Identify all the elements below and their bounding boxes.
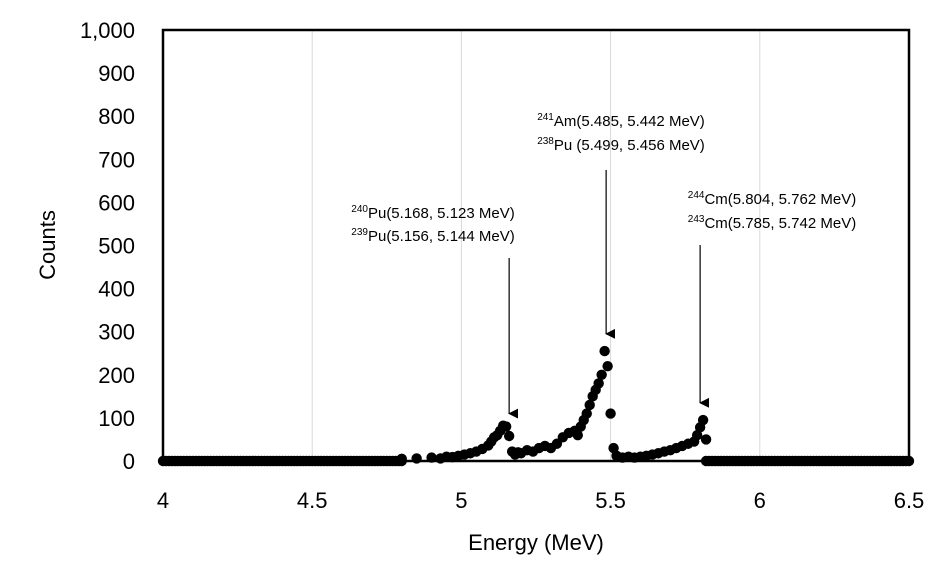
annotation-mass-number: 239 bbox=[351, 227, 368, 238]
y-tick-label: 500 bbox=[98, 234, 135, 259]
x-tick-label: 5.5 bbox=[595, 488, 626, 513]
data-point bbox=[605, 408, 616, 419]
annotation-label: 244Cm(5.804, 5.762 MeV) bbox=[688, 190, 856, 208]
y-tick-label: 300 bbox=[98, 320, 135, 345]
annotation: 240Pu(5.168, 5.123 MeV)239Pu(5.156, 5.14… bbox=[351, 204, 519, 419]
annotation-label: 241Am(5.485, 5.442 MeV) bbox=[537, 112, 705, 130]
data-point bbox=[700, 434, 712, 445]
y-tick-label: 700 bbox=[98, 147, 135, 172]
annotation-isotope: Cm bbox=[704, 191, 727, 208]
annotations: 240Pu(5.168, 5.123 MeV)239Pu(5.156, 5.14… bbox=[351, 112, 856, 419]
annotation: 241Am(5.485, 5.442 MeV) 238Pu (5.499, 5.4… bbox=[537, 112, 705, 339]
data-point bbox=[602, 360, 613, 372]
y-tick-label: 100 bbox=[98, 406, 135, 431]
data-point bbox=[572, 429, 583, 441]
annotation-label: 243Cm(5.785, 5.742 MeV) bbox=[688, 214, 856, 232]
y-tick-label: 0 bbox=[123, 449, 135, 474]
data-point bbox=[697, 414, 709, 426]
y-tick-label: 600 bbox=[98, 190, 135, 215]
data-point bbox=[599, 345, 610, 357]
annotation-energies: (5.485, 5.442 MeV) bbox=[576, 113, 704, 130]
annotation-label: 239Pu(5.156, 5.144 MeV) bbox=[351, 227, 514, 245]
annotation-mass-number: 240 bbox=[351, 204, 368, 215]
x-tick-label: 6.5 bbox=[894, 488, 925, 513]
data-point bbox=[581, 408, 592, 419]
y-tick-label: 200 bbox=[98, 363, 135, 388]
annotation-energies: (5.499, 5.456 MeV) bbox=[576, 137, 704, 154]
data-point bbox=[426, 452, 437, 463]
plot-area-frame bbox=[161, 28, 911, 463]
data-point bbox=[500, 421, 512, 432]
annotation-mass-number: 238 bbox=[537, 136, 554, 147]
annotation-energies: (5.785, 5.742 MeV) bbox=[728, 215, 856, 232]
y-tick-label: 800 bbox=[98, 104, 135, 129]
x-tick-label: 4 bbox=[157, 488, 169, 513]
annotation-isotope: Pu bbox=[554, 137, 577, 154]
data-point bbox=[593, 378, 604, 389]
x-tick-label: 5 bbox=[455, 488, 467, 513]
data-point bbox=[503, 430, 515, 442]
x-axis-title: Energy (MeV) bbox=[468, 530, 604, 555]
annotation-energies: (5.804, 5.762 MeV) bbox=[728, 191, 856, 208]
y-axis-title: Counts bbox=[35, 210, 60, 280]
data-markers bbox=[157, 345, 915, 467]
data-point bbox=[584, 399, 595, 411]
annotation-label: 240Pu(5.168, 5.123 MeV) bbox=[351, 204, 514, 222]
y-axis-ticks: 0 100 200 300 400 500 600 700 800 900 1,000 bbox=[80, 18, 135, 474]
data-point bbox=[903, 455, 915, 467]
y-tick-label: 1,000 bbox=[80, 18, 135, 43]
annotation-mass-number: 243 bbox=[688, 214, 705, 225]
annotation: 244Cm(5.804, 5.762 MeV)243Cm(5.785, 5.74… bbox=[688, 190, 856, 408]
data-point bbox=[411, 453, 422, 464]
annotation-isotope: Cm bbox=[704, 215, 727, 232]
annotation-isotope: Pu bbox=[368, 228, 386, 245]
annotation-mass-number: 244 bbox=[688, 190, 705, 201]
annotation-energies: (5.168, 5.123 MeV) bbox=[386, 205, 514, 222]
y-tick-label: 900 bbox=[98, 61, 135, 86]
y-tick-label: 400 bbox=[98, 277, 135, 302]
x-axis-ticks: 4 4.5 5 5.5 6 6.5 bbox=[157, 488, 924, 513]
x-tick-label: 6 bbox=[754, 488, 766, 513]
annotation-isotope: Am bbox=[554, 113, 577, 130]
annotation-mass-number: 241 bbox=[537, 112, 554, 123]
x-tick-label: 4.5 bbox=[297, 488, 328, 513]
annotation-isotope: Pu bbox=[368, 205, 386, 222]
annotation-label: 238Pu (5.499, 5.456 MeV) bbox=[537, 136, 705, 154]
grid bbox=[311, 30, 761, 461]
annotation-energies: (5.156, 5.144 MeV) bbox=[386, 228, 514, 245]
data-point bbox=[396, 453, 407, 465]
data-point bbox=[596, 369, 607, 380]
